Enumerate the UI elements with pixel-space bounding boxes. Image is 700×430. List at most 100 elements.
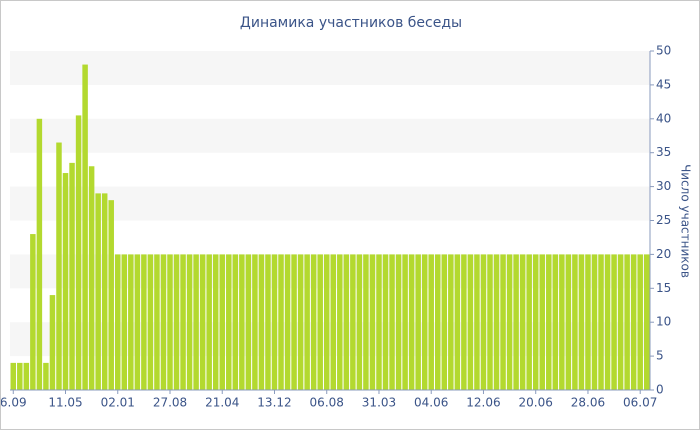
bar <box>141 254 147 390</box>
bar <box>637 254 643 390</box>
bar <box>245 254 252 390</box>
bar <box>232 254 239 390</box>
x-tick-label: 13.12 <box>257 396 291 410</box>
bar <box>598 254 604 390</box>
bar <box>56 142 62 390</box>
bar <box>128 254 134 390</box>
x-tick-label: 28.06 <box>571 396 605 410</box>
bar <box>395 254 402 390</box>
bar <box>552 254 559 390</box>
bar <box>36 118 43 391</box>
bar <box>75 115 82 390</box>
y-axis-label: Число участников <box>679 164 693 278</box>
bar <box>226 254 232 390</box>
bar <box>382 254 389 390</box>
y-tick-label: 20 <box>656 247 671 261</box>
bar <box>167 254 173 390</box>
bar <box>291 254 297 390</box>
bar <box>565 254 572 390</box>
bar <box>323 254 330 390</box>
x-tick-label: 6.09 <box>1 396 27 410</box>
bar <box>101 193 108 390</box>
x-tick-label: 04.06 <box>414 396 448 410</box>
bar <box>591 254 598 390</box>
x-tick-label: 12.06 <box>466 396 500 410</box>
bar <box>88 166 95 390</box>
bar <box>572 254 578 390</box>
bar <box>428 254 434 390</box>
bar <box>578 254 585 390</box>
bar <box>82 64 88 390</box>
grid-band <box>10 51 650 85</box>
bar <box>454 254 461 390</box>
bar <box>369 254 376 390</box>
x-tick-label: 02.01 <box>101 396 135 410</box>
bar <box>441 254 448 390</box>
bar <box>630 254 637 390</box>
x-tick-label: 20.06 <box>519 396 553 410</box>
bar <box>10 362 17 390</box>
bar <box>284 254 291 390</box>
bar <box>30 234 36 390</box>
bar <box>43 362 49 390</box>
y-tick-label: 50 <box>656 44 671 58</box>
bar <box>154 254 160 390</box>
bar <box>337 254 343 390</box>
bar <box>467 254 474 390</box>
bar <box>186 254 193 390</box>
bar <box>435 254 441 390</box>
bar <box>212 254 219 390</box>
y-tick-label: 10 <box>656 315 671 329</box>
bar <box>506 254 513 390</box>
bar <box>376 254 382 390</box>
bar <box>559 254 565 390</box>
bar <box>500 254 506 390</box>
bar <box>121 254 128 390</box>
bar <box>539 254 545 390</box>
bar <box>643 254 650 390</box>
bar <box>271 254 278 390</box>
bar <box>356 254 363 390</box>
bar <box>624 254 630 390</box>
bar <box>350 254 356 390</box>
bar <box>49 295 56 390</box>
x-tick-label: 06.08 <box>310 396 344 410</box>
bar <box>23 362 30 390</box>
bar <box>474 254 480 390</box>
bar <box>343 254 350 390</box>
bar <box>389 254 395 390</box>
bar <box>532 254 539 390</box>
bar <box>193 254 199 390</box>
bar <box>95 193 101 390</box>
bar <box>519 254 526 390</box>
x-tick-label: 27.08 <box>153 396 187 410</box>
y-tick-label: 45 <box>656 77 671 91</box>
bar <box>546 254 552 390</box>
bar <box>180 254 186 390</box>
bar <box>239 254 245 390</box>
bar <box>258 254 265 390</box>
bar <box>585 254 591 390</box>
bar <box>461 254 467 390</box>
bar <box>421 254 428 390</box>
bar <box>265 254 271 390</box>
bar <box>408 254 415 390</box>
bar <box>297 254 304 390</box>
bar <box>317 254 323 390</box>
bar <box>310 254 317 390</box>
bar <box>611 254 617 390</box>
x-tick-label: 11.05 <box>48 396 82 410</box>
y-tick-label: 15 <box>656 281 671 295</box>
bar <box>62 173 69 390</box>
bar <box>147 254 154 390</box>
bar <box>173 254 180 390</box>
bar <box>69 162 75 390</box>
bar <box>604 254 611 390</box>
bar <box>115 254 121 390</box>
bar <box>17 362 23 390</box>
bar <box>487 254 493 390</box>
y-tick-label: 5 <box>656 349 664 363</box>
bar <box>134 254 141 390</box>
